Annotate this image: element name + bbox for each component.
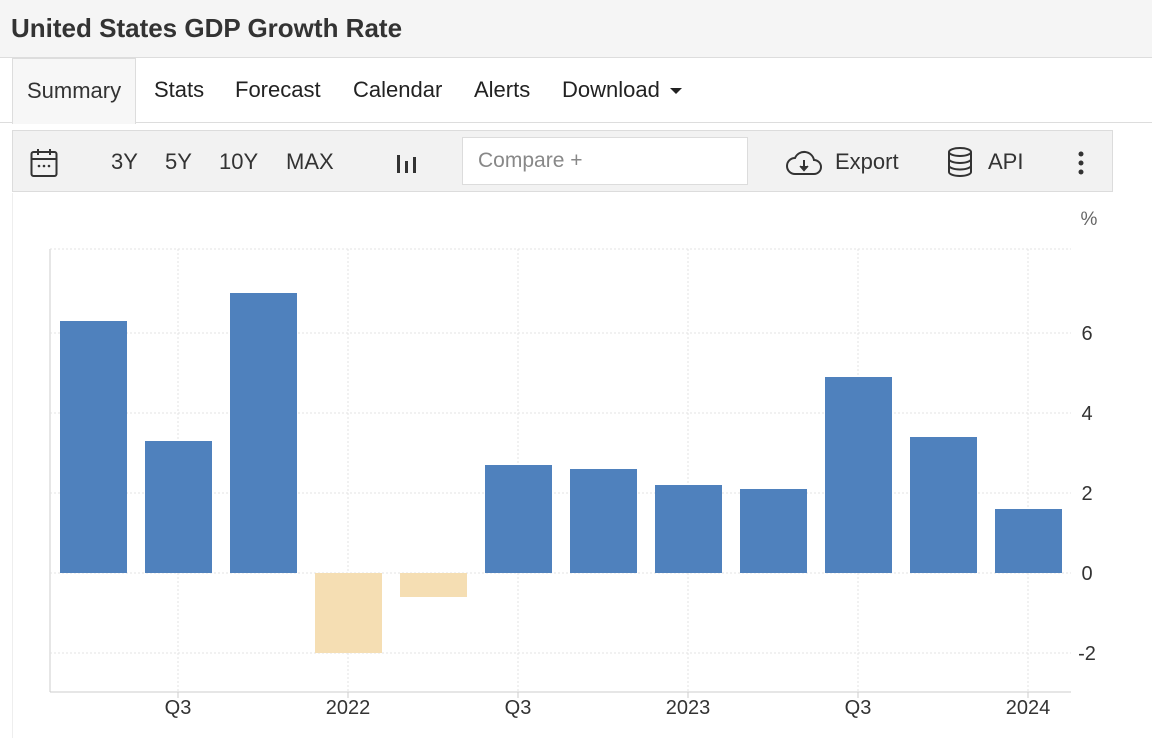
- range-3y-button[interactable]: 3Y: [111, 149, 138, 174]
- y-tick-label: 4: [1081, 403, 1092, 425]
- x-tick-label: Q3: [505, 697, 532, 719]
- bar-q1-2023[interactable]: [655, 485, 722, 573]
- tab-download[interactable]: Download: [562, 58, 682, 123]
- range-max-button[interactable]: MAX: [286, 149, 334, 174]
- caret-down-icon: [669, 88, 682, 95]
- range-10y-button[interactable]: 10Y: [219, 149, 259, 174]
- bar-q2-2023[interactable]: [740, 489, 807, 573]
- range-5y-button[interactable]: 5Y: [165, 149, 192, 174]
- bar-q2-2022[interactable]: [400, 573, 467, 597]
- bar-q3-2022[interactable]: [485, 465, 552, 573]
- api-button[interactable]: API: [988, 149, 1024, 174]
- tab-forecast[interactable]: Forecast: [235, 77, 321, 102]
- y-axis-unit: %: [1081, 209, 1098, 230]
- bar-q3-2021[interactable]: [145, 441, 212, 573]
- tab-alerts[interactable]: Alerts: [474, 77, 531, 102]
- page-title: United States GDP Growth Rate: [11, 13, 403, 43]
- bar-chart-icon[interactable]: [396, 151, 418, 178]
- x-tick-label: 2022: [326, 697, 371, 719]
- more-vertical-icon[interactable]: [1077, 151, 1085, 180]
- bar-q2-2021[interactable]: [60, 321, 127, 573]
- gdp-bar-chart: -2 0 2 4 6 Q3 2022 Q3 2023 Q3 2024 %: [49, 209, 1098, 719]
- x-tick-label: 2023: [666, 697, 711, 719]
- tab-download-label: Download: [562, 77, 660, 102]
- y-tick-label: 2: [1081, 483, 1092, 505]
- chart-area: -2 0 2 4 6 Q3 2022 Q3 2023 Q3 2024 %: [12, 193, 1113, 738]
- bar-layer: [60, 293, 1062, 653]
- bar-q3-2023[interactable]: [825, 377, 892, 573]
- calendar-icon[interactable]: [30, 148, 58, 183]
- tab-stats[interactable]: Stats: [154, 77, 205, 102]
- export-button[interactable]: Export: [835, 149, 899, 174]
- y-tick-label: 6: [1081, 323, 1092, 345]
- tab-calendar[interactable]: Calendar: [353, 77, 443, 102]
- bar-q4-2022[interactable]: [570, 469, 637, 573]
- tab-bar: Summary Stats Forecast Calendar Alerts D…: [0, 58, 1152, 124]
- compare-input[interactable]: [462, 137, 748, 185]
- bar-q4-2023[interactable]: [910, 437, 977, 573]
- x-tick-label: Q3: [845, 697, 872, 719]
- cloud-download-icon[interactable]: [785, 149, 823, 182]
- bar-q1-2024[interactable]: [995, 509, 1062, 573]
- x-tick-label: Q3: [165, 697, 192, 719]
- x-tick-label: 2024: [1006, 697, 1051, 719]
- page-header: United States GDP Growth Rate: [0, 0, 1152, 58]
- tab-summary[interactable]: Summary: [12, 58, 137, 124]
- database-icon[interactable]: [947, 147, 973, 182]
- bar-q4-2021[interactable]: [230, 293, 297, 573]
- chart-toolbar: 3Y 5Y 10Y MAX Export API: [12, 130, 1113, 192]
- y-tick-label: -2: [1078, 643, 1096, 665]
- bar-q1-2022[interactable]: [315, 573, 382, 653]
- y-tick-label: 0: [1081, 563, 1092, 585]
- axis-layer: -2 0 2 4 6 Q3 2022 Q3 2023 Q3 2024: [165, 323, 1096, 719]
